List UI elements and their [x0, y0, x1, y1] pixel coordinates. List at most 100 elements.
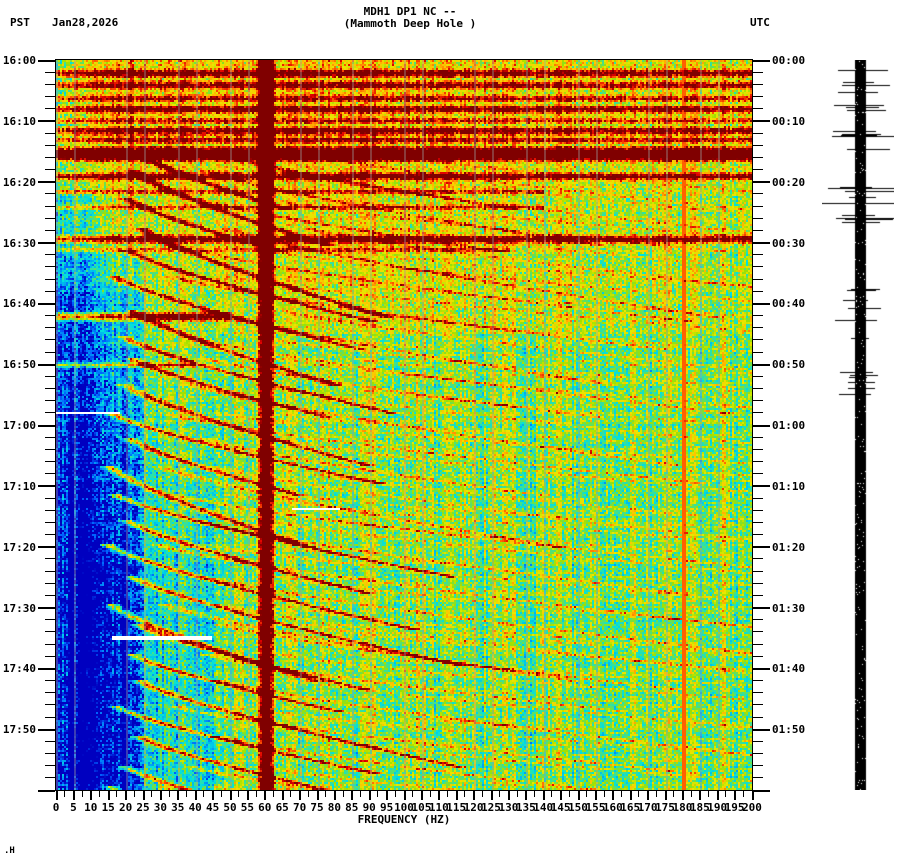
spectrogram-plot[interactable]: [56, 60, 752, 790]
x-tick: [412, 791, 413, 797]
x-tick: [160, 791, 162, 800]
x-tick: [569, 791, 570, 797]
y-tick-left: [38, 364, 55, 366]
x-tick: [752, 791, 754, 800]
x-tick: [116, 791, 117, 797]
axis-line-right: [752, 60, 753, 791]
x-axis-label: 195: [724, 801, 745, 814]
x-axis-label: 130: [498, 801, 519, 814]
y-tick-left: [45, 72, 55, 73]
x-tick: [290, 791, 291, 797]
x-tick: [90, 791, 92, 800]
date-label: Jan28,2026: [52, 16, 119, 29]
y-tick-left: [45, 644, 55, 645]
y-tick-left: [45, 449, 55, 450]
x-axis-label: 115: [446, 801, 467, 814]
y-tick-left: [45, 279, 55, 280]
y-tick-left: [45, 631, 55, 632]
y-axis-left-label: 17:10: [2, 479, 36, 493]
x-axis-label: 70: [292, 801, 307, 814]
x-tick: [578, 791, 580, 800]
x-axis-label: 30: [153, 801, 168, 814]
y-tick-left: [38, 60, 55, 62]
x-axis-label: 100: [394, 801, 414, 814]
y-tick-left: [45, 498, 55, 499]
y-tick-right: [753, 741, 763, 742]
x-tick: [647, 791, 649, 800]
y-axis-left-label: 16:20: [2, 175, 36, 189]
y-tick-left: [38, 120, 55, 122]
y-tick-right: [753, 120, 770, 122]
y-tick-right: [753, 218, 763, 219]
y-axis-right-label: 00:30: [772, 236, 806, 250]
y-tick-right: [753, 461, 763, 462]
x-tick: [473, 791, 475, 800]
y-tick-left: [45, 595, 55, 596]
y-axis-right-label: 00:00: [772, 54, 806, 67]
x-axis-label: 155: [585, 801, 606, 814]
x-tick: [464, 791, 465, 797]
y-tick-left: [45, 193, 55, 194]
x-tick: [360, 791, 361, 797]
x-tick: [230, 791, 232, 800]
y-tick-right: [753, 753, 763, 754]
y-tick-right: [753, 631, 763, 632]
y-tick-left: [45, 376, 55, 377]
y-axis-right-label: 01:20: [772, 540, 806, 554]
x-tick: [299, 791, 301, 800]
y-axis-right-label: 00:50: [772, 358, 806, 372]
x-tick: [195, 791, 197, 800]
x-axis-label: 40: [188, 801, 202, 814]
x-tick: [256, 791, 257, 797]
y-tick-left: [45, 108, 55, 109]
y-axis-right-label: 01:10: [772, 479, 806, 493]
y-tick-left: [45, 206, 55, 207]
y-tick-right: [753, 583, 763, 584]
x-tick: [708, 791, 709, 797]
x-axis-label: 15: [101, 801, 115, 814]
y-axis-right-label: 01:30: [772, 601, 806, 615]
y-tick-left: [38, 485, 55, 487]
y-tick-left: [45, 510, 55, 511]
y-tick-right: [753, 60, 770, 62]
x-tick: [551, 791, 552, 797]
y-tick-right: [753, 777, 763, 778]
x-axis-label: 190: [707, 801, 728, 814]
x-tick: [369, 791, 371, 800]
x-axis-label: 50: [223, 801, 237, 814]
x-tick: [386, 791, 388, 800]
x-tick: [325, 791, 326, 797]
y-tick-right: [753, 425, 770, 427]
x-axis-label: 200: [742, 801, 762, 814]
x-tick: [612, 791, 614, 800]
timezone-label-right: UTC: [750, 16, 770, 29]
axis-line-top: [55, 59, 753, 60]
x-tick: [143, 791, 145, 800]
y-tick-left: [45, 254, 55, 255]
axis-line-left: [55, 60, 56, 791]
y-tick-right: [753, 108, 763, 109]
y-tick-right: [753, 327, 763, 328]
x-axis-label: 25: [136, 801, 150, 814]
y-axis-left-label: 17:20: [2, 540, 36, 554]
y-tick-left: [45, 717, 55, 718]
x-tick: [491, 791, 493, 800]
x-tick: [438, 791, 440, 800]
y-tick-right: [753, 595, 763, 596]
x-axis-label: 65: [275, 801, 289, 814]
x-tick: [99, 791, 100, 797]
y-tick-right: [753, 546, 770, 548]
x-axis-label: 150: [568, 801, 588, 814]
seismogram-trace-canvas: [822, 60, 894, 790]
x-axis-label: 180: [672, 801, 693, 814]
y-tick-left: [45, 656, 55, 657]
x-axis-label: 80: [327, 801, 342, 814]
seismogram-trace[interactable]: [822, 60, 894, 790]
y-tick-left: [45, 157, 55, 158]
y-tick-right: [753, 181, 770, 183]
x-tick: [725, 791, 726, 797]
y-tick-left: [45, 692, 55, 693]
x-axis-label: 105: [411, 801, 432, 814]
y-tick-right: [753, 206, 763, 207]
x-tick: [238, 791, 239, 797]
